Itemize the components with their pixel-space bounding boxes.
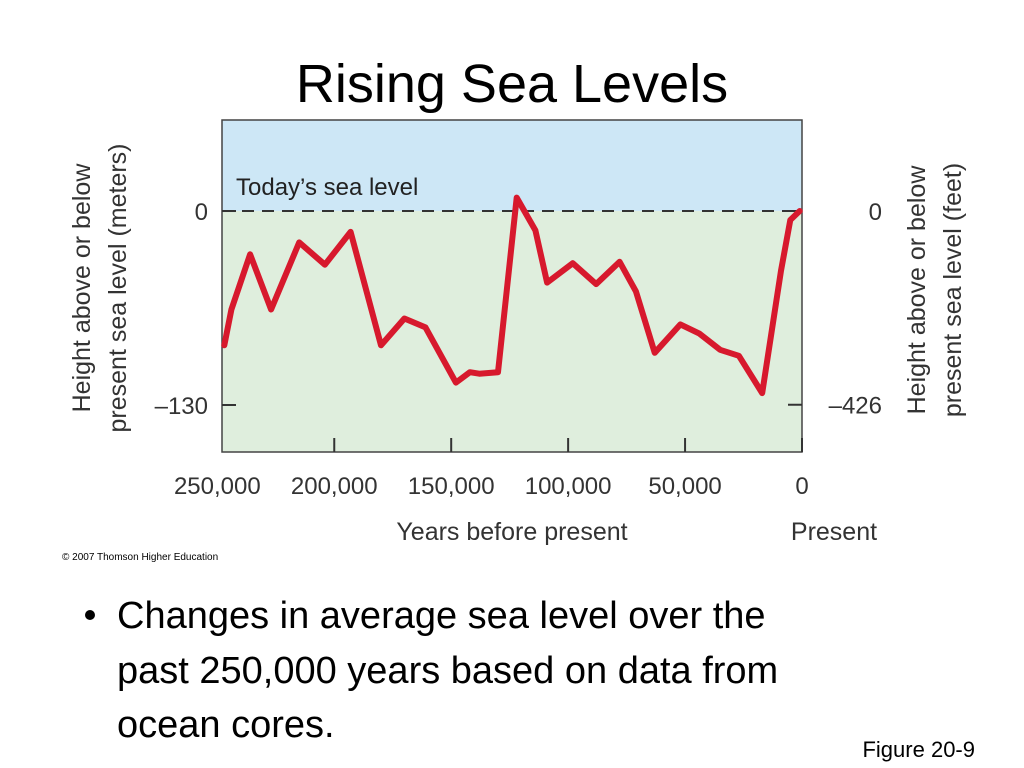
x-tick-label: 150,000 <box>408 473 495 500</box>
y2-axis-label: Height above or below <box>903 165 931 415</box>
y2-axis-label: present sea level (feet) <box>939 163 967 417</box>
slide-title: Rising Sea Levels <box>296 54 728 114</box>
y-tick-label: 0 <box>195 199 208 226</box>
figure-label: Figure 20-9 <box>862 737 975 762</box>
x-axis-label: Years before present <box>396 518 627 546</box>
x-tick-label: 200,000 <box>291 473 378 500</box>
bullet-dot <box>85 610 95 620</box>
x-tick-label: 50,000 <box>648 473 721 500</box>
bullet-line: Changes in average sea level over the <box>117 595 766 637</box>
x-tick-label: 250,000 <box>174 473 261 500</box>
bullet-line: ocean cores. <box>117 704 335 746</box>
bullet-line: past 250,000 years based on data from <box>117 650 778 692</box>
plot-frame <box>221 119 803 453</box>
x-tick-label: 0 <box>795 473 808 500</box>
x-axis-end-label: Present <box>791 518 877 546</box>
copyright: © 2007 Thomson Higher Education <box>62 552 218 563</box>
y-axis-label: present sea level (meters) <box>104 143 132 432</box>
sky-region <box>222 120 802 212</box>
annotation: Today’s sea level <box>236 174 418 201</box>
y2-tick-label: –426 <box>829 393 882 420</box>
y-tick-label: –130 <box>155 393 208 420</box>
sea-level-line <box>221 194 803 397</box>
y-axis-label: Height above or below <box>68 163 96 413</box>
x-tick-label: 100,000 <box>525 473 612 500</box>
y2-tick-label: 0 <box>869 199 882 226</box>
